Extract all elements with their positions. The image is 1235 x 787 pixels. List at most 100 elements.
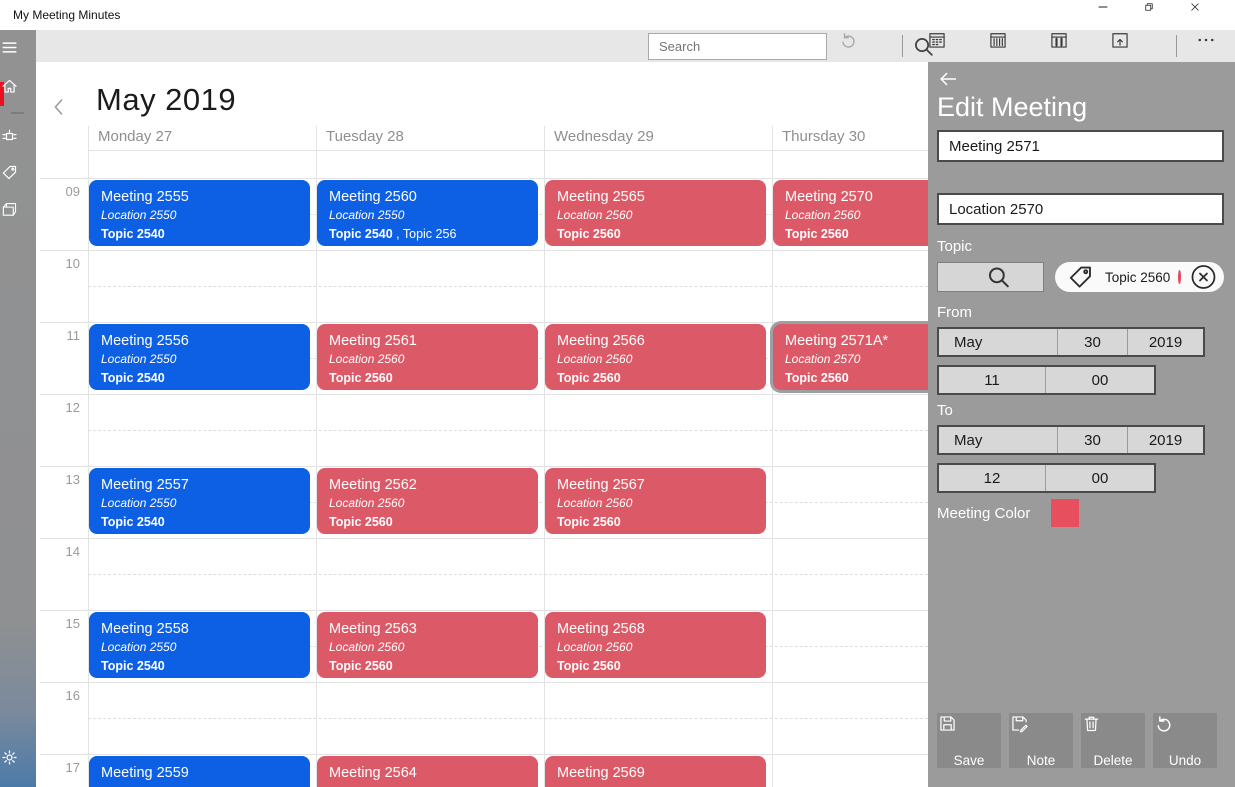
meeting-location: Location 2560 xyxy=(557,496,633,510)
meeting-location: Location 2560 xyxy=(557,640,633,654)
meeting-location-field[interactable] xyxy=(937,193,1224,225)
nav-archive-button[interactable] xyxy=(0,200,36,234)
meeting-topic: Topic 2560 xyxy=(557,515,621,529)
meeting-title: Meeting 2563 xyxy=(329,621,417,637)
topic-search-input[interactable] xyxy=(938,269,946,285)
more-button[interactable] xyxy=(1196,30,1235,62)
search-box[interactable] xyxy=(648,33,933,60)
to-month-cell[interactable]: May xyxy=(954,431,983,449)
from-time-picker: 11 00 xyxy=(937,365,1156,395)
topic-label: Topic xyxy=(937,238,973,255)
meeting-block[interactable]: Meeting 2558 Location 2550 Topic 2540 xyxy=(89,612,310,678)
delete-button[interactable]: Delete xyxy=(1081,713,1145,768)
hour-line xyxy=(40,178,928,179)
from-day-cell[interactable]: 30 xyxy=(1057,329,1127,355)
day-header: Thursday 30 xyxy=(782,128,866,145)
hour-line xyxy=(40,682,928,683)
edit-meeting-panel: Edit Meeting Topic Topic 2560 From May 3… xyxy=(928,62,1235,787)
hour-label: 11 xyxy=(66,328,81,343)
from-minute-cell[interactable]: 00 xyxy=(1045,367,1154,393)
meeting-block[interactable]: Meeting 2556 Location 2550 Topic 2540 xyxy=(89,324,310,390)
meeting-block[interactable]: Meeting 2567 Location 2560 Topic 2560 xyxy=(545,468,766,534)
meeting-title: Meeting 2562 xyxy=(329,477,417,493)
nav-meetings-button[interactable] xyxy=(0,127,36,161)
panel-back-button[interactable] xyxy=(937,68,961,90)
month-view-button[interactable] xyxy=(927,30,967,62)
meeting-block[interactable]: Meeting 2562 Location 2560 Topic 2560 xyxy=(317,468,538,534)
toolbar-separator xyxy=(902,35,903,57)
undo-button[interactable]: Undo xyxy=(1153,713,1217,768)
meeting-topic: Topic 2560 xyxy=(557,371,621,385)
note-icon xyxy=(1009,713,1073,752)
meeting-color-label: Meeting Color xyxy=(937,504,1031,522)
meeting-name-field[interactable] xyxy=(937,130,1224,162)
meeting-title: Meeting 2566 xyxy=(557,333,645,349)
chevron-left-icon xyxy=(48,96,72,120)
calendar-grid[interactable]: May 2019 Monday 27 Tuesday 28 Wednesday 29… xyxy=(36,62,928,787)
to-year-cell[interactable]: 2019 xyxy=(1127,427,1203,453)
to-hour-cell[interactable]: 12 xyxy=(983,469,1001,487)
nav-topics-button[interactable] xyxy=(0,163,36,197)
to-date-picker: May 30 2019 xyxy=(937,425,1205,455)
from-year-cell[interactable]: 2019 xyxy=(1127,329,1203,355)
topic-chip[interactable]: Topic 2560 xyxy=(1055,262,1224,292)
topic-color-dot xyxy=(1178,270,1182,284)
hour-label: 12 xyxy=(65,400,80,415)
meeting-color-swatch[interactable] xyxy=(1051,499,1080,527)
hour-label: 10 xyxy=(65,256,80,271)
maximize-button[interactable] xyxy=(1143,0,1189,30)
meeting-location: Location 2550 xyxy=(101,640,177,654)
meeting-block[interactable]: Meeting 2561 Location 2560 Topic 2560 xyxy=(317,324,538,390)
meeting-block[interactable]: Meeting 2564 xyxy=(317,756,538,787)
calendar-week-icon xyxy=(988,30,1028,62)
meeting-block[interactable]: Meeting 2560 Location 2550 Topic 2540 , To… xyxy=(317,180,538,246)
week-view-button[interactable] xyxy=(988,30,1028,62)
meeting-location: Location 2560 xyxy=(329,496,405,510)
from-hour-cell[interactable]: 11 xyxy=(984,371,1000,389)
nav-menu-button[interactable] xyxy=(0,38,36,72)
to-minute-cell[interactable]: 00 xyxy=(1045,465,1154,491)
half-hour-line xyxy=(88,286,928,287)
workweek-view-button[interactable] xyxy=(1049,30,1089,62)
meeting-block[interactable]: Meeting 2571A* Location 2570 Topic 2560 xyxy=(773,324,928,390)
undo-icon xyxy=(838,30,878,62)
topic-chip-remove-button[interactable] xyxy=(1188,262,1219,292)
meeting-title: Meeting 2564 xyxy=(329,765,417,781)
search-icon[interactable] xyxy=(835,34,1012,59)
day-header-line xyxy=(88,150,928,151)
note-button[interactable]: Note xyxy=(1009,713,1073,768)
restore-icon xyxy=(1143,0,1189,30)
nav-home-button[interactable] xyxy=(0,77,36,111)
search-icon xyxy=(946,263,1051,291)
close-button[interactable] xyxy=(1189,0,1235,30)
from-month-cell[interactable]: May xyxy=(954,333,983,351)
topic-search-box[interactable] xyxy=(937,262,1044,292)
hour-line xyxy=(40,466,928,467)
toolbar-undo-button[interactable] xyxy=(838,30,878,62)
meeting-title: Meeting 2569 xyxy=(557,765,645,781)
meeting-block[interactable]: Meeting 2557 Location 2550 Topic 2540 xyxy=(89,468,310,534)
nav-divider xyxy=(11,112,24,114)
nav-settings-button[interactable] xyxy=(0,748,36,782)
save-button[interactable]: Save xyxy=(937,713,1001,768)
to-day-cell[interactable]: 30 xyxy=(1057,427,1127,453)
window-controls xyxy=(1097,0,1235,30)
meeting-block[interactable]: Meeting 2568 Location 2560 Topic 2560 xyxy=(545,612,766,678)
meeting-block[interactable]: Meeting 2563 Location 2560 Topic 2560 xyxy=(317,612,538,678)
meeting-block[interactable]: Meeting 2569 xyxy=(545,756,766,787)
back-arrow-icon xyxy=(937,68,961,90)
meeting-topic: Topic 2540 xyxy=(101,227,165,241)
search-input[interactable] xyxy=(649,39,835,54)
calendar-prev-button[interactable] xyxy=(48,96,72,120)
meeting-block[interactable]: Meeting 2570 Location 2560 Topic 2560 xyxy=(773,180,928,246)
minimize-button[interactable] xyxy=(1097,0,1143,30)
meeting-topic: Topic 2540 , Topic 256 xyxy=(329,227,457,241)
today-view-button[interactable] xyxy=(1110,30,1150,62)
meeting-block[interactable]: Meeting 2555 Location 2550 Topic 2540 xyxy=(89,180,310,246)
day-header: Monday 27 xyxy=(98,128,173,145)
hour-line xyxy=(40,538,928,539)
hour-line xyxy=(40,250,928,251)
meeting-block[interactable]: Meeting 2566 Location 2560 Topic 2560 xyxy=(545,324,766,390)
meeting-block[interactable]: Meeting 2559 xyxy=(89,756,310,787)
meeting-block[interactable]: Meeting 2565 Location 2560 Topic 2560 xyxy=(545,180,766,246)
